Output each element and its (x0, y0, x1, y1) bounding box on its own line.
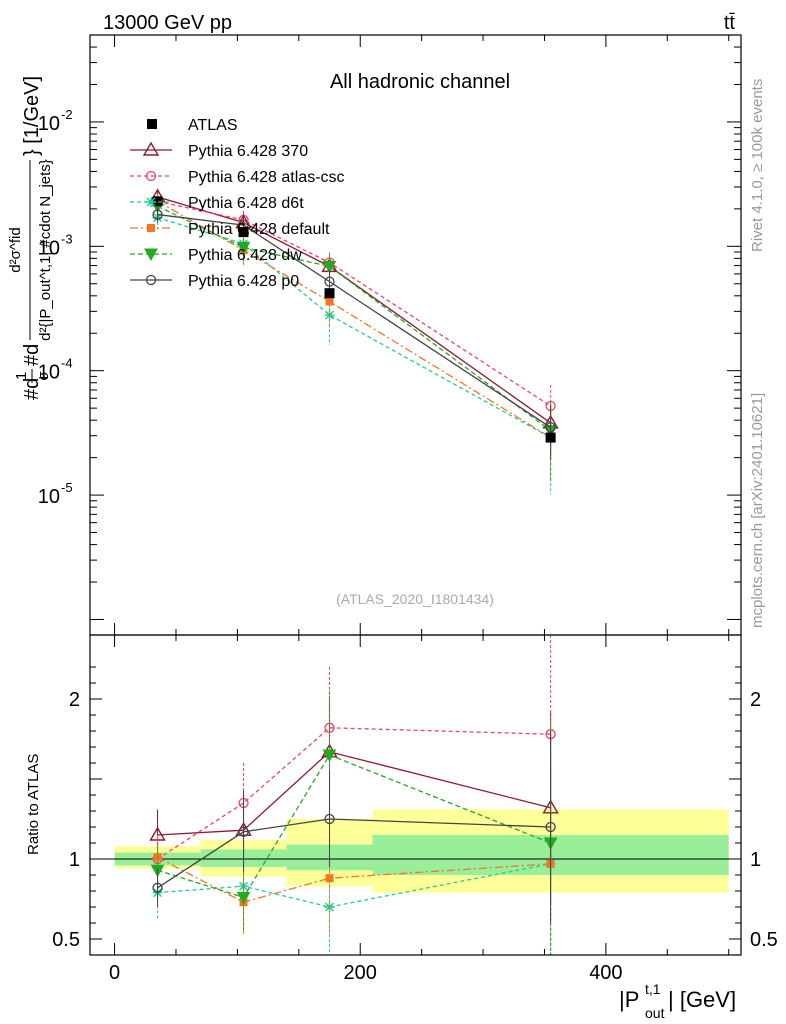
main-series-line-4 (157, 205, 552, 432)
main-point (322, 260, 337, 274)
legend-label: Pythia 6.428 d6t (188, 195, 304, 212)
main-point (152, 209, 163, 220)
ratio-tick-label-right: 0.5 (750, 929, 778, 951)
process-label: tt̄ (724, 12, 736, 34)
ratio-series-line-5 (157, 818, 551, 889)
svg-text:#d: #d (21, 378, 43, 400)
svg-text:d²σ^fid: d²σ^fid (7, 227, 24, 272)
svg-text:#d: #d (21, 344, 43, 366)
chart-title: All hadronic channel (330, 71, 510, 93)
legend-marker-atlas (147, 119, 157, 129)
x-label-sup: t,1 (645, 981, 661, 997)
main-point (324, 276, 335, 287)
legend-marker (144, 248, 158, 262)
rivet-label: Rivet 4.1.0, ≥ 100k events (749, 79, 766, 252)
legend-marker (146, 197, 156, 207)
legend-marker (147, 224, 155, 232)
svg-text:| [GeV]: | [GeV] (668, 987, 736, 1012)
legend-label: Pythia 6.428 dw (188, 247, 302, 264)
data-point-atlas (324, 288, 335, 299)
data-point-atlas (238, 227, 249, 238)
data-point-atlas (152, 196, 163, 207)
legend-label: ATLAS (188, 117, 238, 134)
main-series-line-1 (157, 200, 551, 407)
svg-text:σ: σ (35, 371, 52, 381)
ratio-tick-label-left: 2 (69, 689, 80, 711)
y-label-left: #d (21, 378, 43, 400)
legend-label: Pythia 6.428 370 (188, 143, 308, 160)
ratio-tick-label-left: 1 (69, 849, 80, 871)
ratio-point (325, 874, 334, 883)
y-tick-label-exp: -5 (61, 480, 73, 495)
y-tick-label-exp: -2 (61, 107, 73, 122)
svg-text:} [1/GeV]: } [1/GeV] (21, 76, 43, 156)
legend-label: Pythia 6.428 p0 (188, 273, 299, 290)
main-series-line-2 (157, 217, 551, 439)
main-point (545, 422, 556, 433)
legend-label: Pythia 6.428 atlas-csc (188, 169, 345, 186)
ratio-series (149, 635, 559, 955)
y-label-frac1-num: 1 (13, 372, 30, 380)
y-axis-label: #d 1 σ #d d²σ^fid d²{|P_out^t,1| #cdot N… (7, 76, 54, 400)
legend-label: Pythia 6.428 default (188, 221, 330, 238)
legend: ATLAS Pythia 6.428 370 Pythia 6.428 atlas-… (130, 117, 345, 290)
ratio-series-line-2 (157, 863, 551, 908)
main-series-line-3 (157, 200, 551, 439)
svg-text:d²{|P_out^t,1| #cdot N_jets}: d²{|P_out^t,1| #cdot N_jets} (37, 159, 54, 341)
y-label-frac2-num: d²σ^fid (7, 227, 24, 272)
x-axis-label: |P t,1 out | [GeV] (619, 981, 736, 1021)
ratio-point (236, 891, 251, 905)
ratio-tick-label-right: 1 (750, 849, 761, 871)
x-tick-label: 400 (589, 962, 622, 984)
y-tick-label: 10 (38, 486, 60, 508)
legend-marker (142, 141, 160, 156)
main-point (325, 297, 334, 306)
svg-text:t,1: t,1 (645, 981, 661, 997)
y-tick-label-exp: -3 (61, 231, 73, 246)
mcplots-label: mcplots.cern.ch [arXiv:2401.10621] (749, 393, 766, 628)
y-label-mid: #d (21, 344, 43, 366)
x-label-post: | [GeV] (668, 987, 736, 1012)
svg-text:out: out (645, 1005, 665, 1021)
y-tick-label: 10 (38, 362, 60, 384)
ratio-point (322, 749, 337, 763)
main-point (236, 241, 251, 255)
analysis-id: (ATLAS_2020_I1801434) (336, 591, 494, 607)
ratio-tick-label-left: 0.5 (52, 929, 80, 951)
ratio-tick-label-right: 2 (750, 689, 761, 711)
main-series-line-5 (157, 213, 551, 428)
ratio-point (324, 813, 335, 825)
main-series-line-0 (157, 196, 551, 424)
energy-label: 13000 GeV pp (103, 12, 232, 34)
y-label-unit: } [1/GeV] (21, 76, 43, 156)
legend-marker (145, 274, 157, 286)
x-label-pre: |P (619, 987, 639, 1012)
y-tick-label: 10 (38, 237, 60, 259)
x-tick-label: 0 (109, 962, 120, 984)
y-tick-label: 10 (38, 113, 60, 135)
data-point-atlas (545, 432, 556, 443)
ratio-frame (89, 634, 742, 956)
svg-text:|P: |P (619, 987, 639, 1012)
ratio-point (545, 821, 556, 833)
y-label-frac1-den: σ (35, 371, 52, 381)
main-series (149, 188, 559, 495)
ratio-series-line-3 (157, 856, 551, 903)
svg-text:1: 1 (13, 372, 30, 380)
ratio-series-line-0 (157, 751, 551, 836)
ratio-point (238, 826, 249, 837)
legend-marker (145, 170, 157, 182)
y-tick-label-exp: -4 (61, 356, 73, 371)
ratio-y-label: Ratio to ATLAS (25, 754, 42, 855)
y-label-frac2-den: d²{|P_out^t,1| #cdot N_jets} (37, 159, 54, 341)
x-label-sub: out (645, 1005, 665, 1021)
ratio-point (152, 882, 163, 893)
ratio-series-line-1 (157, 727, 551, 860)
x-tick-label: 200 (344, 962, 377, 984)
